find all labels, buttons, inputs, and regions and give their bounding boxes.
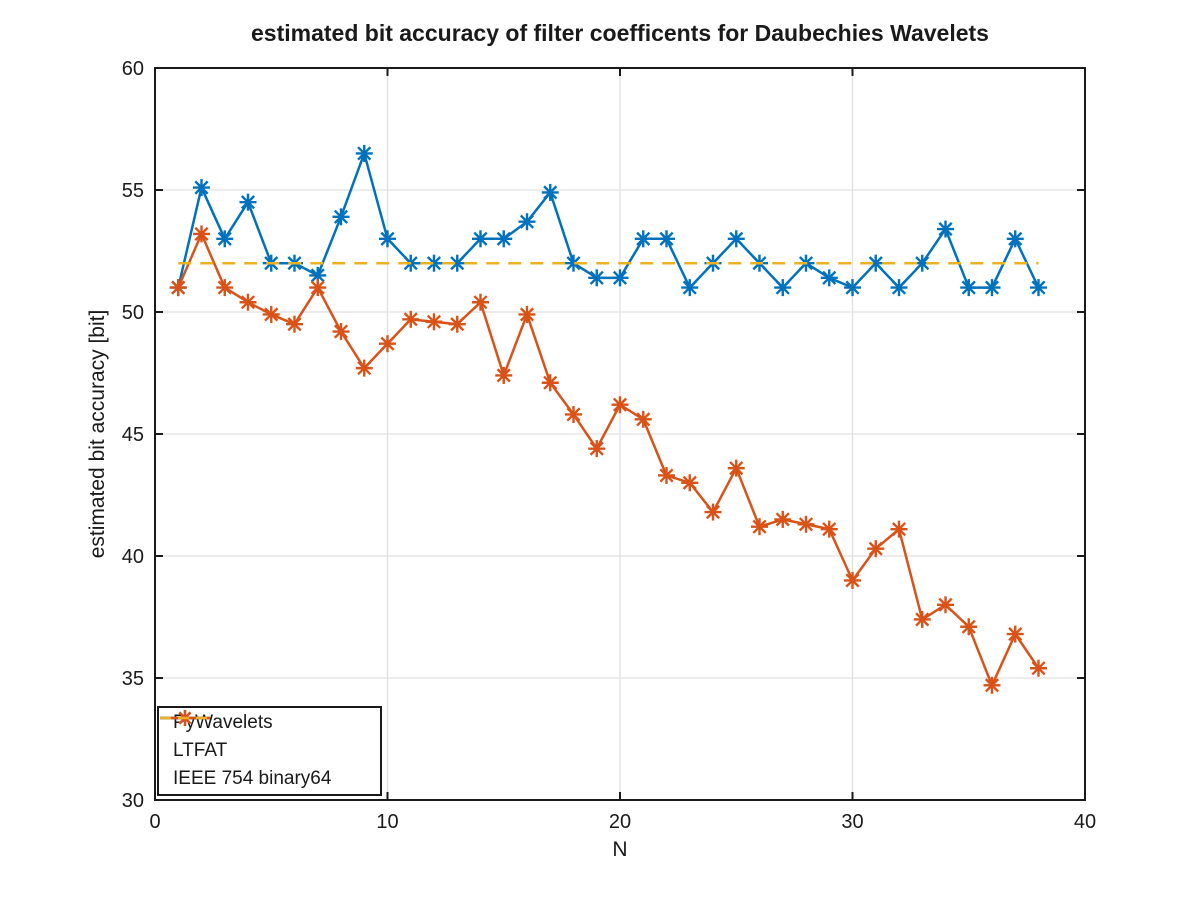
asterisk-marker-icon	[473, 231, 488, 246]
asterisk-marker-icon	[729, 231, 744, 246]
x-tick-label: 40	[1074, 811, 1096, 833]
asterisk-marker-icon	[636, 231, 651, 246]
asterisk-marker-icon	[822, 270, 837, 285]
y-tick-label: 55	[122, 180, 144, 202]
asterisk-marker-icon	[543, 185, 558, 200]
asterisk-marker-icon	[845, 280, 860, 295]
tick-labels: 0 10 20 30 40 30 35 40 45 50 55 60	[122, 58, 1096, 833]
asterisk-marker-icon	[938, 597, 953, 612]
y-tick-label: 60	[122, 58, 144, 80]
asterisk-marker-icon	[357, 361, 372, 376]
asterisk-marker-icon	[496, 368, 511, 383]
asterisk-marker-icon	[310, 268, 325, 283]
asterisk-marker-icon	[915, 256, 930, 271]
y-tick-label: 30	[122, 790, 144, 812]
asterisk-marker-icon	[171, 280, 186, 295]
asterisk-marker-icon	[705, 505, 721, 520]
asterisk-marker-icon	[891, 522, 907, 537]
tick-marks	[154, 67, 1086, 801]
asterisk-marker-icon	[240, 295, 256, 310]
asterisk-marker-icon	[310, 280, 325, 295]
asterisk-marker-icon	[961, 619, 976, 634]
asterisk-marker-icon	[194, 226, 209, 241]
asterisk-marker-icon	[217, 280, 232, 295]
asterisk-marker-icon	[961, 280, 976, 295]
y-tick-label: 45	[122, 424, 144, 446]
asterisk-marker-icon	[822, 522, 837, 537]
chart-title: estimated bit accuracy of filter coeffic…	[251, 20, 989, 46]
y-tick-label: 40	[122, 546, 144, 568]
asterisk-marker-icon	[984, 678, 1000, 693]
legend-item-ieee754: IEEE 754 binary64	[160, 716, 380, 792]
x-tick-label: 30	[841, 811, 863, 833]
asterisk-marker-icon	[682, 475, 697, 490]
asterisk-marker-icon	[403, 312, 418, 327]
legend-item-ltfat: LTFAT	[160, 710, 380, 764]
asterisk-marker-icon	[380, 336, 395, 351]
asterisk-marker-icon	[752, 519, 767, 534]
asterisk-marker-icon	[868, 256, 883, 271]
asterisk-marker-icon	[775, 512, 790, 527]
asterisk-marker-icon	[891, 280, 907, 295]
legend-label: LTFAT	[173, 740, 228, 761]
asterisk-marker-icon	[519, 307, 535, 322]
asterisk-marker-icon	[496, 231, 511, 246]
asterisk-marker-icon	[1008, 627, 1023, 642]
y-tick-label: 35	[122, 668, 144, 690]
asterisk-marker-icon	[217, 231, 232, 246]
gridlines	[155, 68, 1085, 800]
legend-label: IEEE 754 binary64	[173, 768, 332, 789]
asterisk-marker-icon	[426, 314, 442, 329]
asterisk-marker-icon	[682, 280, 697, 295]
legend-sample-line-icon	[160, 716, 210, 720]
asterisk-marker-icon	[915, 612, 930, 627]
asterisk-marker-icon	[984, 280, 1000, 295]
asterisk-marker-icon	[357, 146, 372, 161]
asterisk-marker-icon	[775, 280, 790, 295]
x-tick-label: 10	[376, 811, 398, 833]
asterisk-marker-icon	[566, 407, 581, 422]
asterisk-marker-icon	[868, 541, 883, 556]
asterisk-marker-icon	[659, 231, 674, 246]
x-tick-label: 20	[609, 811, 631, 833]
y-tick-label: 50	[122, 302, 144, 324]
asterisk-marker-icon	[264, 307, 279, 322]
series-ltfat	[169, 225, 1047, 694]
asterisk-marker-icon	[194, 180, 209, 195]
asterisk-marker-icon	[1031, 661, 1046, 676]
asterisk-marker-icon	[473, 295, 488, 310]
asterisk-marker-icon	[845, 573, 860, 588]
asterisk-marker-icon	[450, 317, 465, 332]
asterisk-marker-icon	[612, 270, 628, 285]
asterisk-marker-icon	[287, 317, 302, 332]
x-axis-label: N	[612, 838, 628, 861]
asterisk-marker-icon	[1008, 231, 1023, 246]
asterisk-marker-icon	[426, 256, 442, 271]
asterisk-marker-icon	[729, 461, 744, 476]
asterisk-marker-icon	[1031, 280, 1046, 295]
asterisk-marker-icon	[798, 517, 814, 532]
asterisk-marker-icon	[566, 256, 581, 271]
series-pywavelets	[169, 144, 1047, 297]
asterisk-marker-icon	[240, 195, 256, 210]
asterisk-marker-icon	[938, 221, 953, 237]
asterisk-marker-icon	[659, 468, 674, 483]
y-axis-label: estimated bit accuracy [bit]	[86, 309, 109, 559]
asterisk-marker-icon	[589, 441, 604, 456]
asterisk-marker-icon	[543, 375, 558, 390]
asterisk-marker-icon	[589, 270, 604, 285]
asterisk-marker-icon	[636, 412, 651, 427]
asterisk-marker-icon	[380, 231, 395, 246]
asterisk-marker-icon	[333, 209, 349, 224]
legend: PyWavelets LTFAT IEEE 754 binary64	[157, 706, 382, 796]
asterisk-marker-icon	[612, 397, 628, 412]
asterisk-marker-icon	[333, 324, 349, 339]
asterisk-marker-icon	[519, 214, 535, 229]
asterisk-marker-icon	[450, 256, 465, 271]
x-tick-label: 0	[149, 811, 160, 833]
